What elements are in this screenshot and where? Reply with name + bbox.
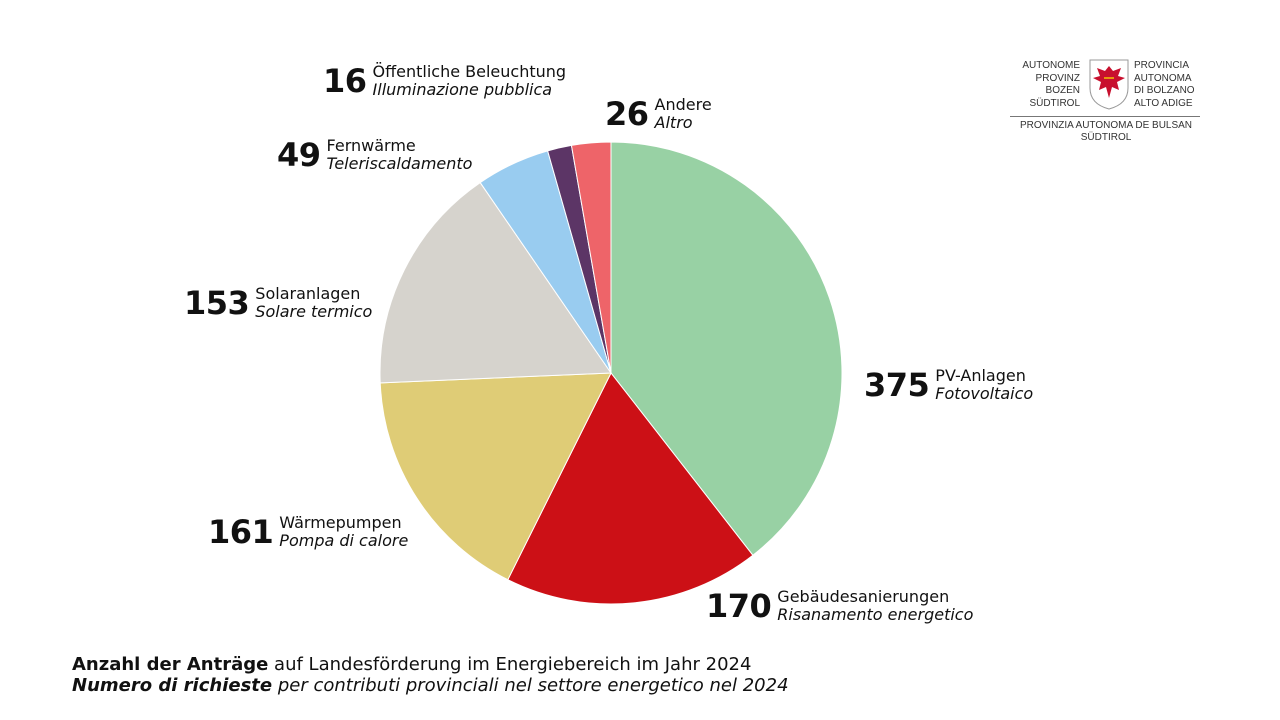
logo-text-right: PROVINCIA AUTONOMA DI BOLZANO ALTO ADIGE [1134,60,1195,109]
eagle-shield-icon [1089,59,1129,110]
slice-label-it: Fotovoltaico [935,384,1034,403]
slice-value: 16 [323,62,367,100]
slice-label-1: 170 Gebäudesanierungen Risanamento energet… [706,587,973,625]
slice-label-0: 375 PV-Anlagen Fotovoltaico [864,366,1033,404]
slice-label-de: Solaranlagen [255,284,361,303]
slice-label-it: Teleriscaldamento [326,154,473,173]
slice-value: 375 [864,366,930,404]
slice-label-it: Pompa di calore [279,531,409,550]
slice-label-de: PV-Anlagen [935,366,1026,385]
slice-label-de: Fernwärme [326,136,416,155]
slice-value: 161 [208,513,274,551]
slice-label-de: Andere [654,95,712,114]
slice-value: 49 [277,136,321,174]
pie-slice-3 [379,181,612,384]
slice-label-de: Wärmepumpen [279,513,402,532]
pie-slice-1 [507,372,754,605]
chart-caption: Anzahl der Anträge auf Landesförderung i… [72,654,789,696]
slice-value: 153 [184,284,250,322]
slice-label-it: Illuminazione pubblica [372,80,553,99]
pie-slice-2 [379,372,612,581]
slice-label-4: 49 Fernwärme Teleriscaldamento [277,136,472,174]
slice-value: 26 [605,95,649,133]
slice-label-2: 161 Wärmepumpen Pompa di calore [208,513,408,551]
slice-label-6: 26 Andere Altro [605,95,712,133]
logo-divider [1010,116,1200,117]
pie-slice-6 [570,141,612,374]
slice-value: 170 [706,587,772,625]
caption-it: Numero di richieste per contributi provi… [72,675,789,696]
logo-text-left: AUTONOME PROVINZ BOZEN SÜDTIROL [1022,60,1080,109]
provincial-logo: AUTONOME PROVINZ BOZEN SÜDTIROL PROVINCI… [1010,56,1202,152]
slice-label-5: 16 Öffentliche Beleuchtung Illuminazione p… [323,62,566,100]
slice-label-de: Öffentliche Beleuchtung [372,62,567,81]
slice-label-it: Solare termico [255,302,373,321]
slice-label-de: Gebäudesanierungen [777,587,950,606]
slice-label-it: Risanamento energetico [777,605,974,624]
slice-label-it: Altro [654,113,693,132]
pie-slice-0 [610,141,843,556]
logo-text-bottom: PROVINZIA AUTONOMA DE BULSAN SÜDTIROL [1019,120,1193,143]
slice-label-3: 153 Solaranlagen Solare termico [184,284,372,322]
caption-de: Anzahl der Anträge auf Landesförderung i… [72,654,752,675]
